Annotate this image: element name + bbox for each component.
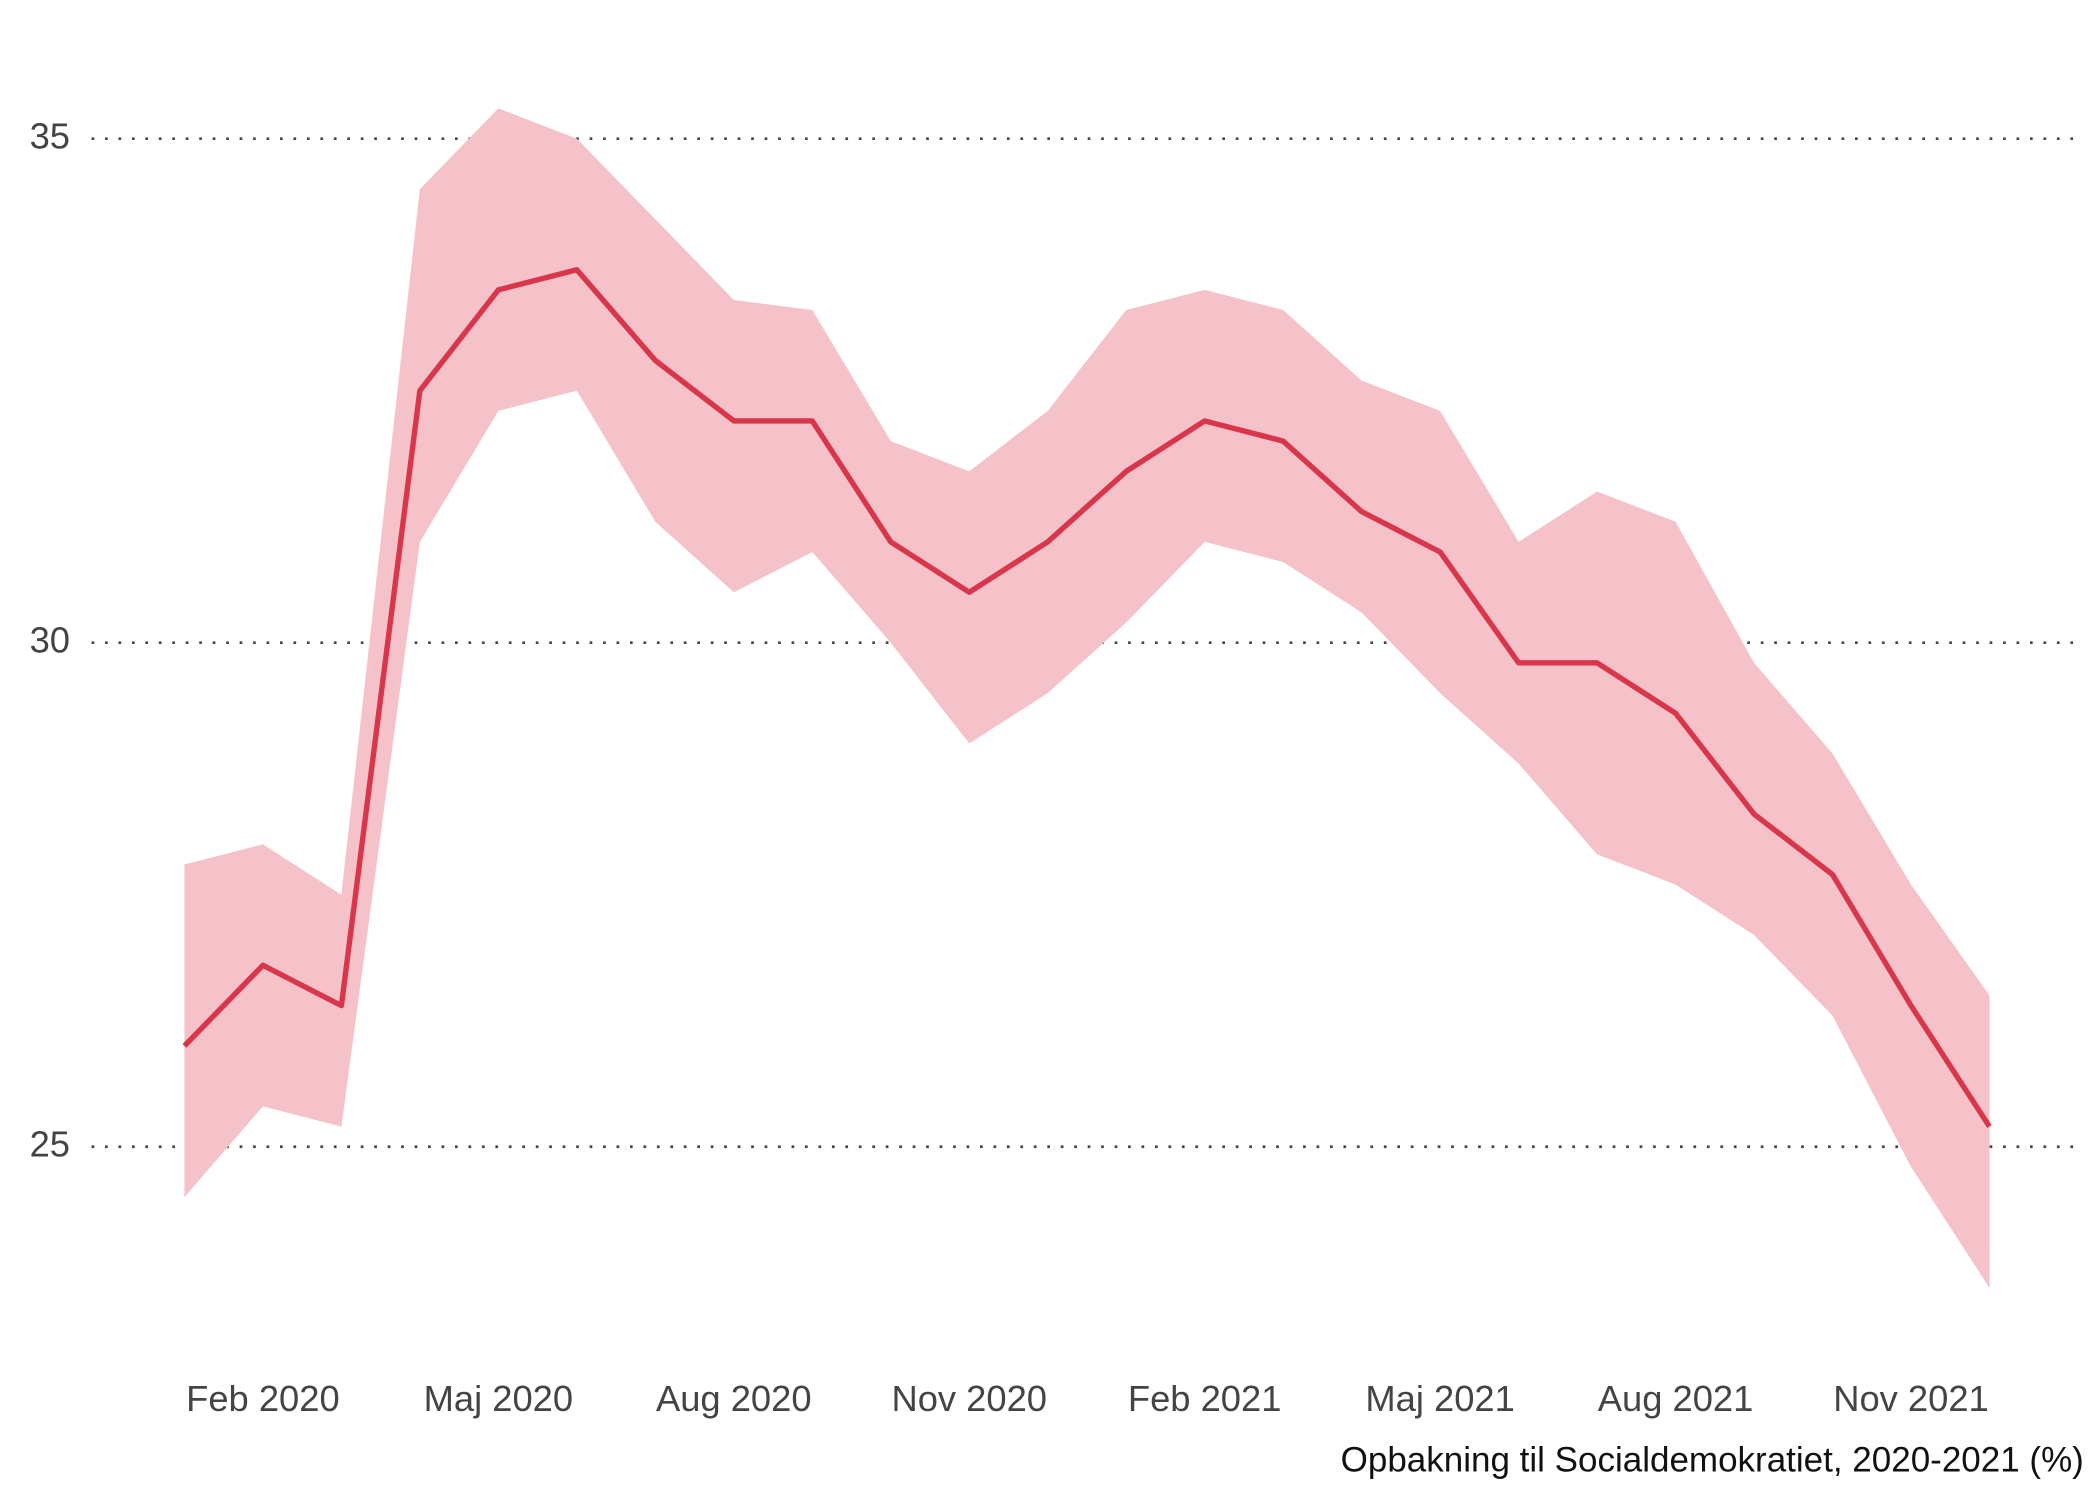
caption: Opbakning til Socialdemokratiet, 2020-20… — [1341, 1440, 2084, 1479]
x-tick-label: Aug 2020 — [656, 1378, 812, 1419]
x-tick-label: Nov 2021 — [1833, 1378, 1989, 1419]
confidence-band — [184, 108, 1990, 1288]
y-tick-label: 35 — [30, 115, 70, 156]
y-tick-label: 25 — [30, 1123, 70, 1164]
x-tick-label: Maj 2021 — [1365, 1378, 1514, 1419]
x-tick-label: Aug 2021 — [1598, 1378, 1754, 1419]
x-tick-label: Nov 2020 — [891, 1378, 1047, 1419]
line — [182, 267, 1992, 1129]
x-tick-label: Feb 2021 — [1128, 1378, 1282, 1419]
x-tick-label: Maj 2020 — [424, 1378, 573, 1419]
x-tick-label: Feb 2020 — [186, 1378, 340, 1419]
y-tick-label: 30 — [30, 619, 70, 660]
